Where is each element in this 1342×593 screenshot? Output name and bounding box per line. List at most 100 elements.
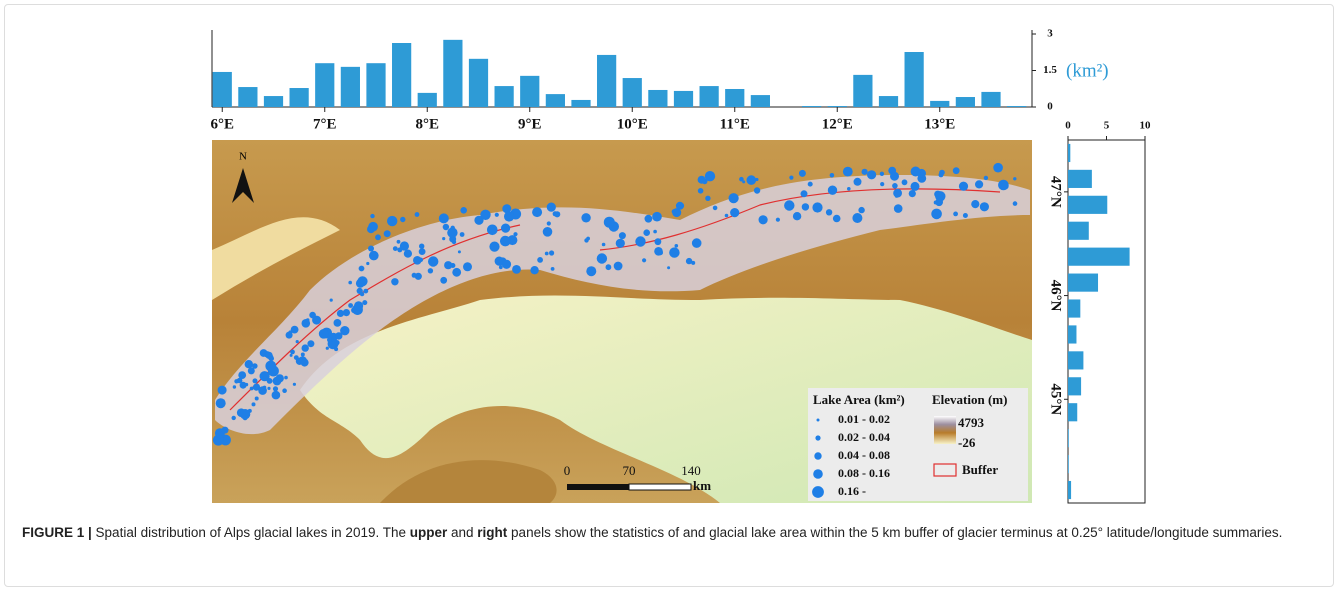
lake [513,232,517,236]
lake [602,243,606,247]
bar [341,67,360,107]
lake [890,172,899,181]
bar [751,95,770,107]
lake [440,277,447,284]
lake [642,258,646,262]
x-tick-label: 11°E [720,116,750,132]
legend-entry: 0.01 - 0.02 [838,412,890,426]
lake [302,344,309,351]
lake [301,353,305,357]
lake [443,224,449,230]
lake [232,416,236,420]
lake [391,278,398,285]
bar [623,78,642,107]
scale-segment [629,484,691,490]
legend: Lake Area (km²) Elevation (m) 4793 -26 B… [808,388,1028,501]
lake [245,383,248,386]
lake [284,376,288,380]
caption-text: panels show the statistics of and glacia… [507,525,1282,540]
legend-entry: 0.02 - 0.04 [838,430,890,444]
lake [826,209,832,215]
caption-emphasis: upper [410,525,448,540]
lake [296,340,299,343]
lake [676,202,684,210]
bar [290,88,309,107]
lake [543,227,553,237]
lake [375,234,381,240]
lake [444,261,452,269]
lake [258,386,267,395]
lake [551,267,555,271]
lake [442,237,445,240]
lake [290,350,295,355]
lake [307,340,314,347]
bar [1068,170,1092,188]
lake [272,391,281,400]
lake [833,215,841,223]
y-tick-label: 0 [1047,101,1053,113]
elevation-ramp [934,416,956,444]
lake [600,255,604,259]
legend-dot [812,486,824,498]
lake [692,238,702,248]
legend-dot [813,469,823,479]
lake [368,246,374,252]
x-tick-label: 8°E [415,116,439,132]
lake [705,171,715,181]
legend-entry: 0.04 - 0.08 [838,448,890,462]
figure: N 0 70 140 km Lake Area (km²) Elevation … [0,0,1342,515]
lake [854,178,862,186]
lake [730,208,739,217]
lake [252,402,256,406]
bar [700,86,719,107]
legend-dot [814,452,821,459]
bar [648,90,667,107]
lake [963,213,968,218]
lake [499,265,503,269]
bar [1068,403,1077,421]
bar [1068,196,1107,214]
lake [306,318,310,322]
lake [911,182,920,191]
lake [400,241,409,250]
x-tick-label: 10 [1140,120,1152,132]
bar [392,43,411,107]
lake [537,257,543,263]
bar [520,76,539,107]
lake [892,183,898,189]
lake [293,383,296,386]
lake [812,202,822,212]
bar [930,101,949,107]
lake [288,330,292,334]
y-tick-label: 45°N [1048,383,1064,415]
bar [1068,429,1069,447]
bar [879,96,898,107]
lake [458,250,461,253]
caption-text: and [447,525,477,540]
elevation-max: 4793 [958,415,985,430]
lake [880,182,884,186]
lake [643,229,650,236]
bar [905,52,924,107]
lake [653,230,657,234]
lake [698,188,704,194]
lake [759,215,768,224]
lake [451,226,455,230]
lake [487,225,498,236]
bar [443,40,462,107]
x-tick-label: 7°E [313,116,337,132]
lake [238,371,246,379]
lake [428,256,438,266]
lake [309,312,316,319]
lake [265,352,272,359]
lake [330,299,333,302]
legend-entry: 0.08 - 0.16 [838,466,890,480]
caption-label: FIGURE 1 | [22,525,92,540]
lake [348,303,353,308]
lake [880,172,884,176]
bar [264,96,283,107]
lake [387,216,397,226]
x-tick-label: 5 [1104,120,1110,132]
lake [547,203,556,212]
scale-tick: 0 [564,463,571,478]
